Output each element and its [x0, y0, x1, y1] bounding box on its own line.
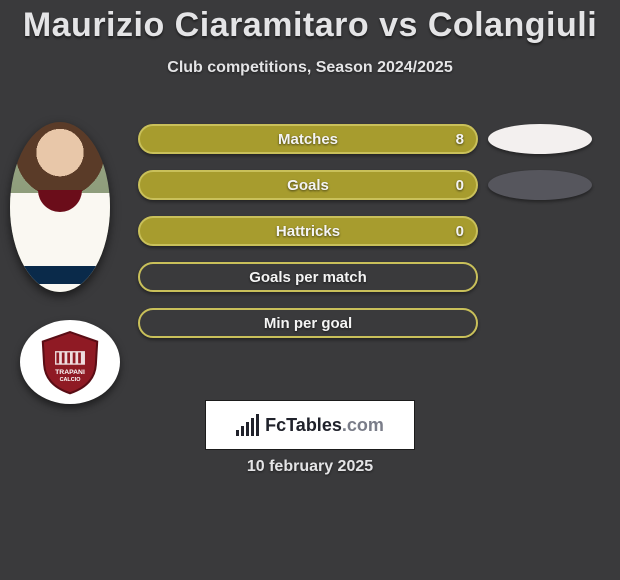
site-logo-name: FcTables [265, 415, 342, 435]
stat-label: Hattricks [140, 223, 476, 240]
stat-row: Hattricks0 [138, 216, 600, 262]
stat-value: 0 [456, 177, 464, 194]
stat-value: 0 [456, 223, 464, 240]
stat-label: Goals [140, 177, 476, 194]
player-avatar [10, 122, 110, 292]
stat-row: Goals per match [138, 262, 600, 308]
stat-pill: Hattricks0 [138, 216, 478, 246]
stat-row: Goals0 [138, 170, 600, 216]
stat-pill: Goals per match [138, 262, 478, 292]
svg-text:CALCIO: CALCIO [60, 377, 81, 383]
shield-icon: TRAPANI CALCIO [36, 328, 104, 396]
stat-pill: Goals0 [138, 170, 478, 200]
side-oval [488, 170, 592, 200]
site-logo-domain: .com [342, 415, 384, 435]
stat-pill: Min per goal [138, 308, 478, 338]
player-sponsor-band [23, 266, 97, 284]
stat-row: Matches8 [138, 124, 600, 170]
stat-label: Min per goal [140, 315, 476, 332]
site-logo: FcTables.com [205, 400, 415, 450]
stats-chart: Matches8Goals0Hattricks0Goals per matchM… [138, 124, 600, 354]
stat-value: 8 [456, 131, 464, 148]
stat-row: Min per goal [138, 308, 600, 354]
club-badge: TRAPANI CALCIO [20, 320, 120, 404]
page-title: Maurizio Ciaramitaro vs Colangiuli [0, 0, 620, 45]
bars-icon [236, 414, 259, 436]
stat-pill: Matches8 [138, 124, 478, 154]
stat-label: Goals per match [140, 269, 476, 286]
date-label: 10 february 2025 [0, 458, 620, 476]
site-logo-text: FcTables.com [265, 415, 384, 436]
stat-label: Matches [140, 131, 476, 148]
side-oval [488, 124, 592, 154]
svg-text:TRAPANI: TRAPANI [55, 369, 85, 376]
page-subtitle: Club competitions, Season 2024/2025 [0, 59, 620, 77]
